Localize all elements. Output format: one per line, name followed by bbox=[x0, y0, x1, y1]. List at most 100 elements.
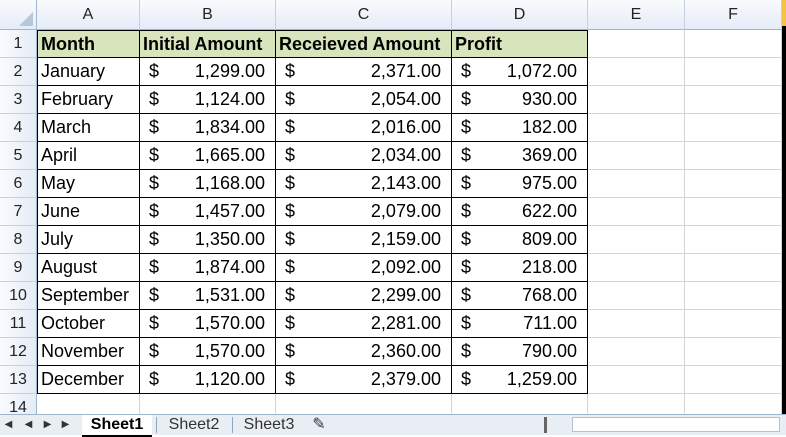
initial-cell[interactable]: $1,570.00 bbox=[140, 310, 276, 338]
initial-cell[interactable]: $1,124.00 bbox=[140, 86, 276, 114]
profit-cell[interactable]: $930.00 bbox=[452, 86, 588, 114]
profit-cell[interactable]: $182.00 bbox=[452, 114, 588, 142]
last-sheet-icon[interactable]: ▶ bbox=[61, 419, 72, 430]
column-header-a[interactable]: A bbox=[37, 0, 140, 30]
grid-cell[interactable] bbox=[685, 86, 782, 114]
row-header-8[interactable]: 8 bbox=[0, 226, 37, 254]
profit-cell[interactable]: $711.00 bbox=[452, 310, 588, 338]
month-cell[interactable]: August bbox=[37, 254, 140, 282]
row-header-3[interactable]: 3 bbox=[0, 86, 37, 114]
initial-cell[interactable]: $1,168.00 bbox=[140, 170, 276, 198]
month-cell[interactable]: March bbox=[37, 114, 140, 142]
profit-cell[interactable]: $809.00 bbox=[452, 226, 588, 254]
received-cell[interactable]: $2,016.00 bbox=[276, 114, 452, 142]
tab-split-handle[interactable] bbox=[544, 417, 547, 433]
initial-cell[interactable]: $1,350.00 bbox=[140, 226, 276, 254]
tab-sheet1[interactable]: Sheet1 bbox=[82, 415, 152, 437]
grid-cell[interactable] bbox=[588, 338, 685, 366]
column-header-d[interactable]: D bbox=[452, 0, 588, 30]
grid-cell[interactable] bbox=[588, 114, 685, 142]
profit-cell[interactable]: $790.00 bbox=[452, 338, 588, 366]
grid-cell[interactable] bbox=[685, 366, 782, 394]
grid-cell[interactable] bbox=[588, 142, 685, 170]
profit-cell[interactable]: $218.00 bbox=[452, 254, 588, 282]
month-cell[interactable]: November bbox=[37, 338, 140, 366]
row-header-7[interactable]: 7 bbox=[0, 198, 37, 226]
grid-cell[interactable] bbox=[685, 114, 782, 142]
row-header-13[interactable]: 13 bbox=[0, 366, 37, 394]
initial-cell[interactable]: $1,299.00 bbox=[140, 58, 276, 86]
scroll-thumb[interactable] bbox=[782, 0, 786, 26]
horizontal-scrollbar[interactable] bbox=[572, 417, 780, 432]
received-cell[interactable]: $2,379.00 bbox=[276, 366, 452, 394]
grid-cell[interactable] bbox=[588, 86, 685, 114]
column-header-e[interactable]: E bbox=[588, 0, 685, 30]
month-cell[interactable]: July bbox=[37, 226, 140, 254]
grid-cell[interactable] bbox=[588, 58, 685, 86]
profit-cell[interactable]: $1,259.00 bbox=[452, 366, 588, 394]
grid-cell[interactable] bbox=[685, 254, 782, 282]
first-sheet-icon[interactable]: ◀ bbox=[4, 419, 15, 430]
month-cell[interactable]: June bbox=[37, 198, 140, 226]
grid-cell[interactable] bbox=[685, 170, 782, 198]
grid-cell[interactable] bbox=[588, 254, 685, 282]
header-cell-initial[interactable]: Initial Amount bbox=[140, 30, 276, 58]
month-cell[interactable]: February bbox=[37, 86, 140, 114]
grid-cell[interactable] bbox=[588, 170, 685, 198]
initial-cell[interactable]: $1,120.00 bbox=[140, 366, 276, 394]
profit-cell[interactable]: $768.00 bbox=[452, 282, 588, 310]
row-header-1[interactable]: 1 bbox=[0, 30, 37, 58]
received-cell[interactable]: $2,159.00 bbox=[276, 226, 452, 254]
row-header-2[interactable]: 2 bbox=[0, 58, 37, 86]
row-header-4[interactable]: 4 bbox=[0, 114, 37, 142]
grid-cell[interactable] bbox=[685, 142, 782, 170]
received-cell[interactable]: $2,034.00 bbox=[276, 142, 452, 170]
insert-sheet-icon[interactable]: ✎ bbox=[312, 416, 326, 433]
received-cell[interactable]: $2,054.00 bbox=[276, 86, 452, 114]
profit-cell[interactable]: $369.00 bbox=[452, 142, 588, 170]
initial-cell[interactable]: $1,531.00 bbox=[140, 282, 276, 310]
header-cell-received[interactable]: Receieved Amount bbox=[276, 30, 452, 58]
column-header-c[interactable]: C bbox=[276, 0, 452, 30]
header-cell-month[interactable]: Month bbox=[37, 30, 140, 58]
grid-cell[interactable] bbox=[685, 282, 782, 310]
grid-cell[interactable] bbox=[588, 226, 685, 254]
row-header-12[interactable]: 12 bbox=[0, 338, 37, 366]
prev-sheet-icon[interactable]: ◀ bbox=[24, 419, 33, 430]
tab-sheet2[interactable]: Sheet2 bbox=[168, 416, 220, 433]
initial-cell[interactable]: $1,874.00 bbox=[140, 254, 276, 282]
grid-cell[interactable] bbox=[685, 30, 782, 58]
vertical-scrollbar[interactable] bbox=[782, 0, 786, 414]
received-cell[interactable]: $2,371.00 bbox=[276, 58, 452, 86]
month-cell[interactable]: May bbox=[37, 170, 140, 198]
profit-cell[interactable]: $622.00 bbox=[452, 198, 588, 226]
initial-cell[interactable]: $1,834.00 bbox=[140, 114, 276, 142]
header-cell-profit[interactable]: Profit bbox=[452, 30, 588, 58]
column-header-b[interactable]: B bbox=[140, 0, 276, 30]
profit-cell[interactable]: $975.00 bbox=[452, 170, 588, 198]
next-sheet-icon[interactable]: ▶ bbox=[43, 419, 52, 430]
month-cell[interactable]: September bbox=[37, 282, 140, 310]
received-cell[interactable]: $2,143.00 bbox=[276, 170, 452, 198]
tab-sheet3[interactable]: Sheet3 bbox=[243, 416, 295, 433]
received-cell[interactable]: $2,092.00 bbox=[276, 254, 452, 282]
grid-cell[interactable] bbox=[588, 30, 685, 58]
grid-cell[interactable] bbox=[685, 338, 782, 366]
grid-cell[interactable] bbox=[685, 198, 782, 226]
row-header-11[interactable]: 11 bbox=[0, 310, 37, 338]
received-cell[interactable]: $2,360.00 bbox=[276, 338, 452, 366]
month-cell[interactable]: October bbox=[37, 310, 140, 338]
grid-cell[interactable] bbox=[588, 282, 685, 310]
select-all-corner[interactable] bbox=[0, 0, 37, 30]
grid-cell[interactable] bbox=[685, 226, 782, 254]
initial-cell[interactable]: $1,570.00 bbox=[140, 338, 276, 366]
row-header-10[interactable]: 10 bbox=[0, 282, 37, 310]
column-header-f[interactable]: F bbox=[685, 0, 782, 30]
month-cell[interactable]: January bbox=[37, 58, 140, 86]
row-header-9[interactable]: 9 bbox=[0, 254, 37, 282]
profit-cell[interactable]: $1,072.00 bbox=[452, 58, 588, 86]
row-header-6[interactable]: 6 bbox=[0, 170, 37, 198]
grid-cell[interactable] bbox=[685, 310, 782, 338]
grid-cell[interactable] bbox=[588, 198, 685, 226]
row-header-5[interactable]: 5 bbox=[0, 142, 37, 170]
